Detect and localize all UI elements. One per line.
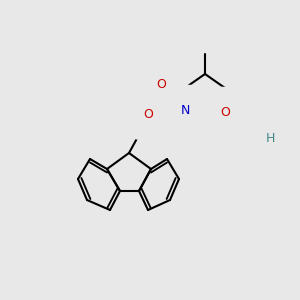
Text: N: N [180, 103, 190, 116]
Text: OH: OH [250, 136, 269, 149]
Text: O: O [143, 109, 153, 122]
Text: O: O [220, 106, 230, 118]
Text: O: O [156, 77, 166, 91]
Text: H: H [265, 131, 275, 145]
